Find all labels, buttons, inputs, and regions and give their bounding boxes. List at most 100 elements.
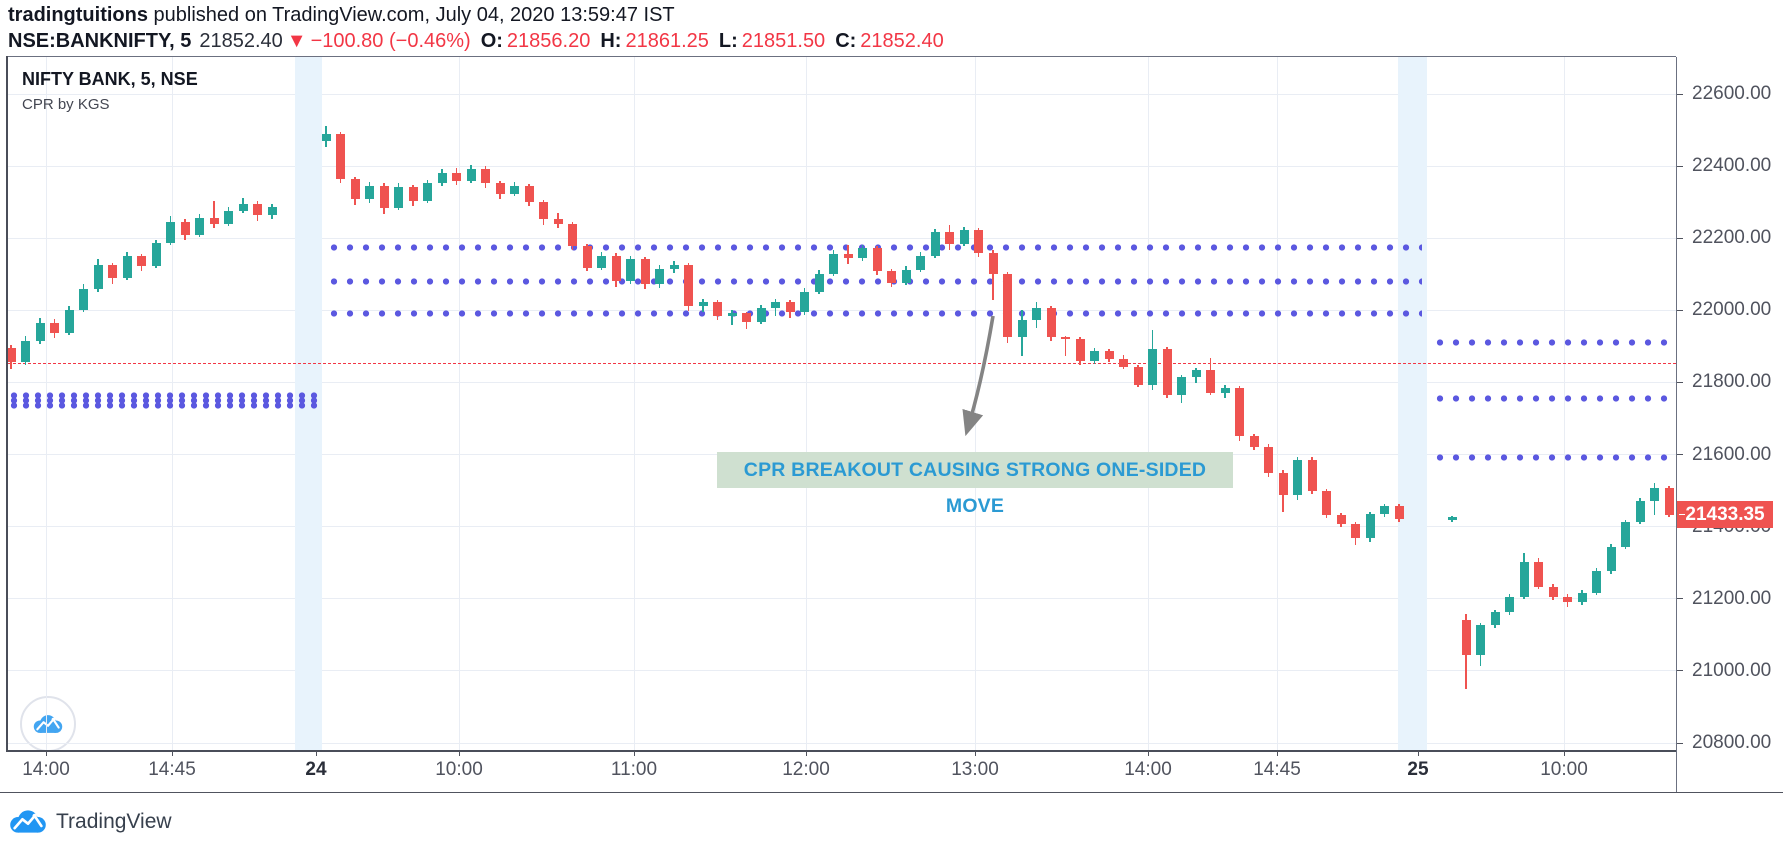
time-tick-mark	[315, 751, 317, 756]
time-tick-label: 12:00	[782, 759, 830, 780]
price-tick-label: 21200.00	[1692, 587, 1772, 609]
candle-body	[1365, 513, 1375, 539]
price-tick-mark	[1677, 742, 1683, 744]
candle-body	[1394, 505, 1404, 519]
candle-body	[21, 340, 30, 363]
horizontal-gridline	[8, 742, 1676, 744]
candle-body	[1206, 370, 1215, 393]
candle-body	[1133, 367, 1143, 385]
candle-body	[1104, 351, 1114, 359]
author-name: tradingtuitions	[8, 4, 148, 26]
candle-body	[1351, 523, 1360, 539]
price-tick-label: 21000.00	[1692, 659, 1772, 681]
cpr-dotted-line	[1432, 395, 1676, 403]
time-tick-mark	[633, 751, 635, 756]
horizontal-gridline	[8, 165, 1676, 167]
legend-indicator-name: CPR by KGS	[22, 96, 110, 113]
time-tick-label: 13:00	[951, 759, 999, 780]
candle-body	[1563, 597, 1572, 603]
candle-body	[829, 254, 838, 274]
candle-body	[814, 273, 824, 292]
candle-body	[1336, 515, 1346, 524]
vertical-gridline	[458, 57, 460, 750]
candle-body	[1534, 562, 1543, 587]
candle-body	[1090, 351, 1099, 361]
cpr-dotted-line	[1432, 339, 1676, 347]
candle-body	[727, 313, 737, 317]
published-text: published on TradingView.com, July 04, 2…	[147, 4, 675, 26]
candle-body	[79, 288, 88, 310]
candle-body	[1264, 446, 1273, 474]
vertical-gridline	[633, 57, 635, 750]
candle-body	[64, 309, 74, 333]
cpr-dotted-line	[326, 310, 1422, 318]
vertical-gridline	[1147, 57, 1149, 750]
time-tick-label: 14:00	[22, 759, 70, 780]
candle-body	[93, 264, 103, 289]
plot-top-border	[8, 56, 1676, 57]
high-value: 21861.25	[625, 30, 709, 52]
low-value: 21851.50	[741, 30, 826, 52]
price-tick-label: 21800.00	[1692, 371, 1772, 393]
time-tick-label: 24	[305, 759, 327, 780]
candle-wick	[213, 201, 215, 229]
price-tick-label: 22200.00	[1692, 227, 1772, 249]
price-tick-mark	[1677, 165, 1683, 167]
horizontal-gridline	[8, 237, 1676, 239]
vertical-gridline	[1276, 57, 1278, 750]
time-tick-mark	[1417, 751, 1419, 756]
vertical-gridline	[805, 57, 807, 750]
candle-body	[267, 207, 277, 216]
header-last-price: 21852.40	[199, 30, 283, 52]
time-tick-mark	[171, 751, 173, 756]
published-line: tradingtuitions published on TradingView…	[8, 4, 944, 28]
header: tradingtuitions published on TradingView…	[8, 4, 944, 53]
session-break-band	[1398, 57, 1427, 750]
candle-body	[1664, 488, 1674, 515]
annotation-arrow	[962, 315, 995, 437]
candle-body	[50, 323, 59, 333]
price-tick-mark	[1677, 454, 1683, 456]
candle-body	[669, 264, 679, 270]
candle-body	[35, 323, 45, 341]
chart-plot-area[interactable]: NIFTY BANK, 5, NSE CPR by KGS CPR BREAKO…	[8, 57, 1676, 750]
candle-body	[1293, 459, 1302, 495]
candle-body	[771, 301, 780, 309]
price-axis-separator	[1676, 57, 1677, 792]
time-tick-mark	[45, 751, 47, 756]
candle-body	[1119, 358, 1128, 368]
candle-body	[1322, 491, 1331, 516]
tradingview-branding[interactable]: TradingView	[8, 808, 172, 835]
candle-body	[423, 183, 432, 201]
tradingview-cloud-icon	[10, 810, 46, 833]
candle-body	[180, 221, 190, 235]
time-tick-label: 14:45	[148, 759, 196, 780]
candle-body	[1476, 624, 1485, 656]
candle-body	[974, 230, 983, 253]
price-tick-label: 21600.00	[1692, 443, 1772, 465]
candle-body	[1075, 339, 1085, 361]
candle-body	[365, 185, 374, 200]
candle-wick	[992, 249, 994, 301]
candle-body	[901, 269, 911, 283]
candle-body	[1592, 571, 1601, 593]
horizontal-gridline	[8, 309, 1676, 311]
candle-body	[843, 254, 853, 259]
candle-body	[1519, 562, 1529, 597]
last-close-price-line	[8, 362, 1676, 364]
down-arrow-icon: ▼	[286, 30, 307, 52]
candle-body	[238, 203, 248, 211]
candle-body	[1148, 349, 1157, 385]
candle-body	[626, 259, 635, 282]
time-tick-label: 10:00	[435, 759, 483, 780]
candle-body	[408, 187, 418, 201]
candle-body	[1278, 473, 1288, 495]
horizontal-gridline	[8, 93, 1676, 95]
chart-legend[interactable]: NIFTY BANK, 5, NSE CPR by KGS	[22, 69, 198, 113]
candle-body	[481, 168, 490, 183]
candle-body	[495, 182, 505, 194]
price-tick-mark	[1677, 93, 1683, 95]
candle-body	[1220, 388, 1230, 393]
candle-body	[640, 259, 650, 285]
cpr-dotted-line	[1432, 453, 1676, 461]
